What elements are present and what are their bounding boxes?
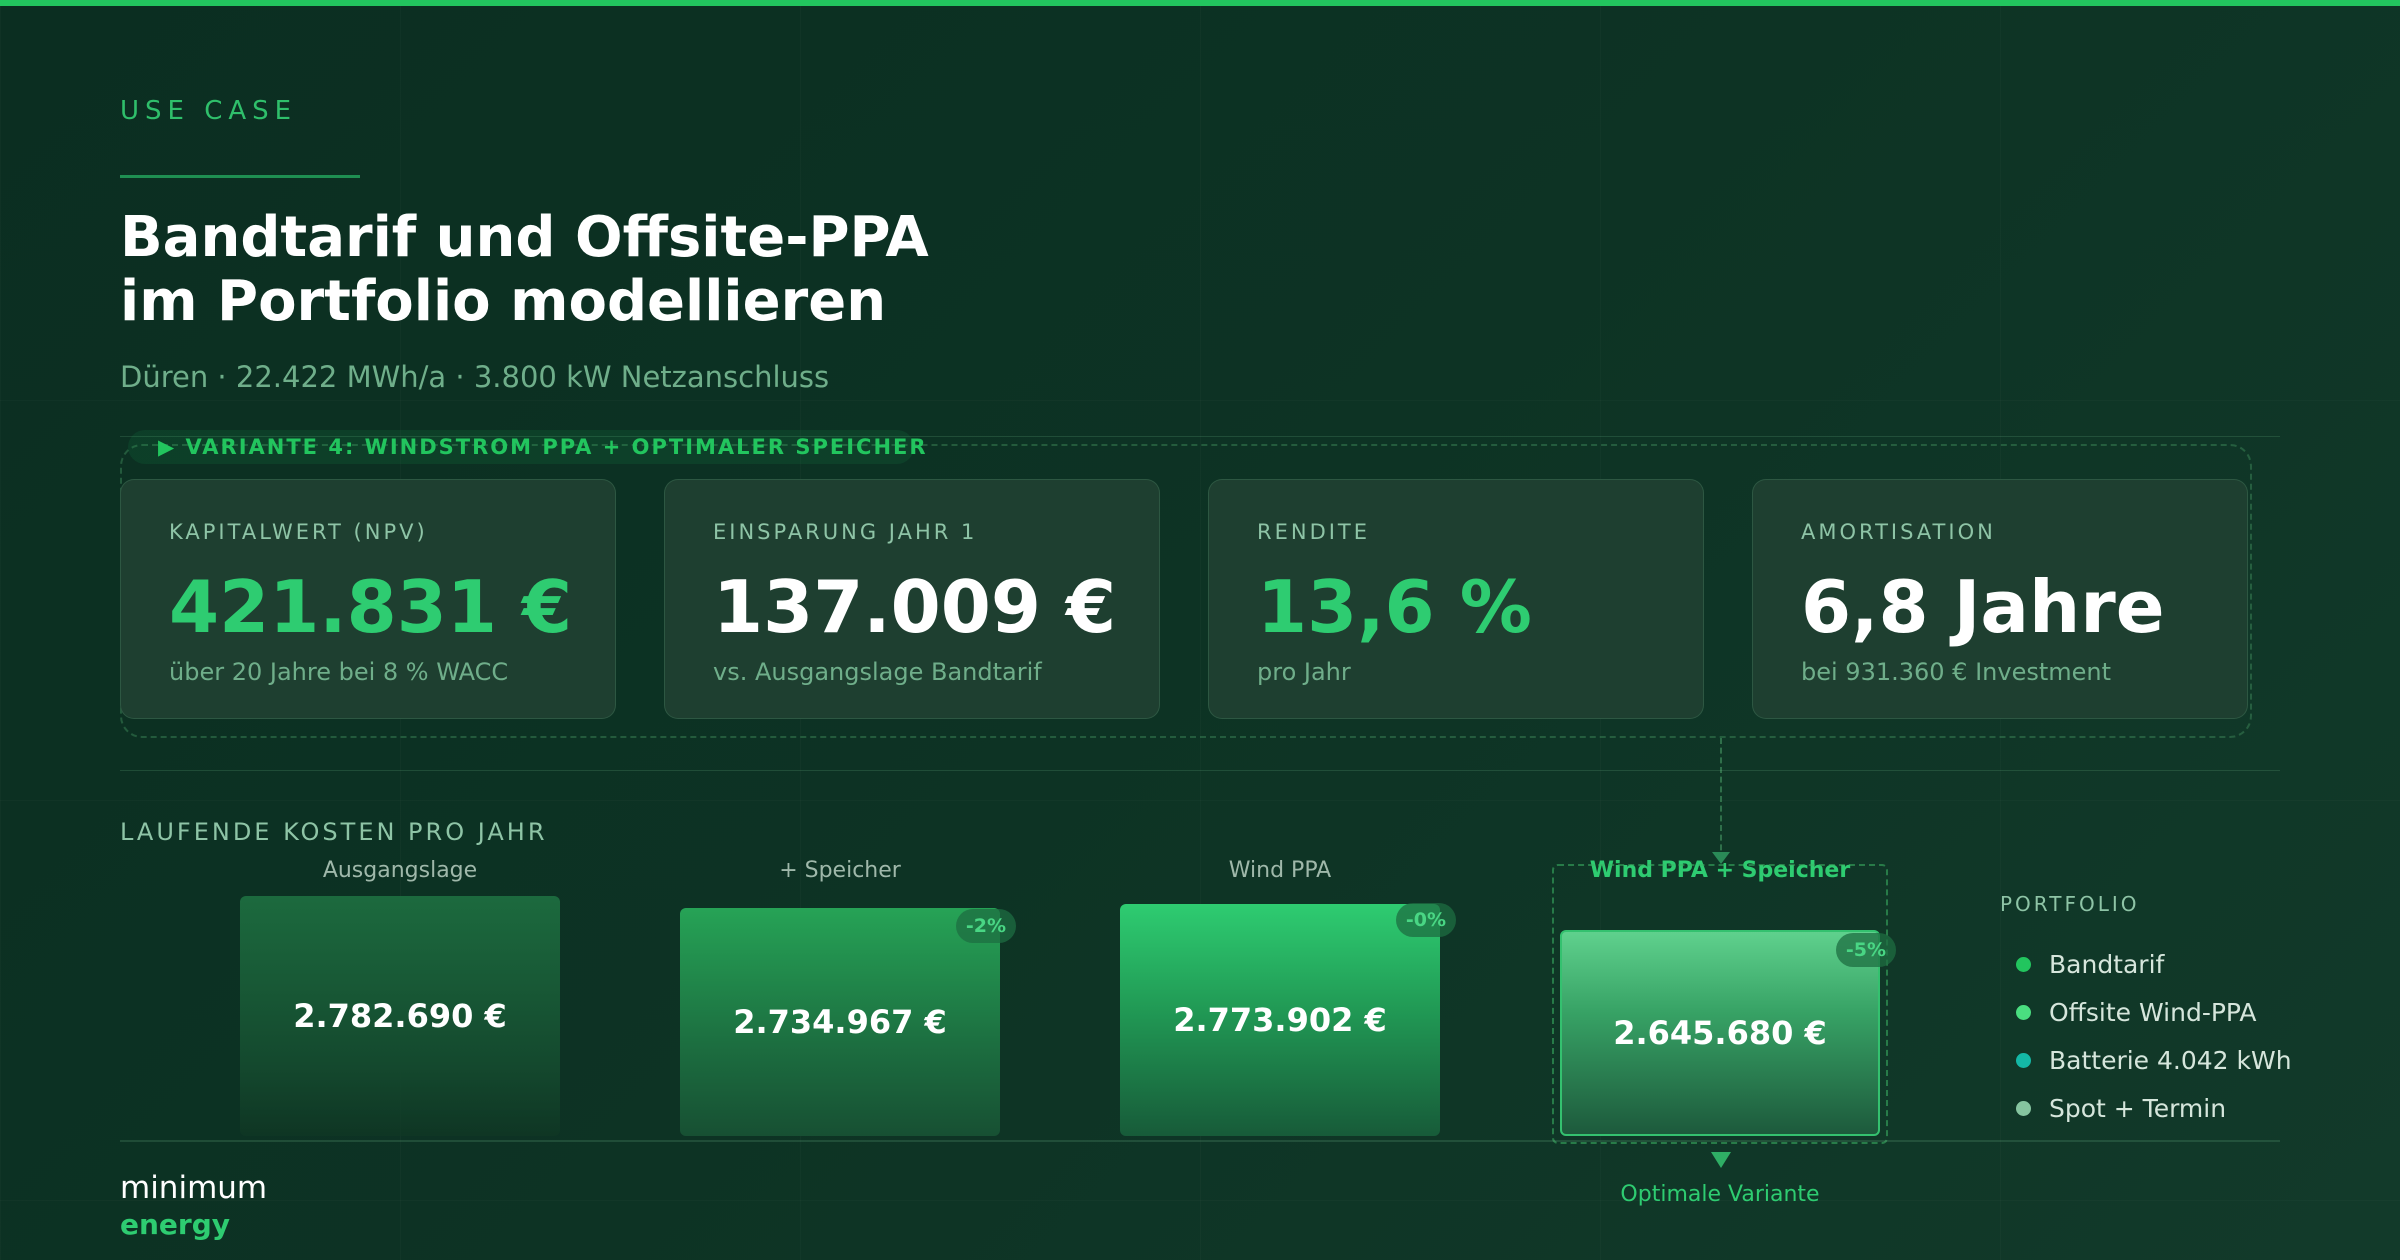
cost-bar-wind-ppa: 2.773.902 € xyxy=(1120,904,1440,1136)
kpi-label: RENDITE xyxy=(1257,520,1371,544)
savings-badge-storage: -2% xyxy=(956,909,1016,943)
kpi-card-savings: EINSPARUNG JAHR 1 137.009 € vs. Ausgangs… xyxy=(664,479,1160,719)
optimal-arrow-icon xyxy=(1711,1152,1731,1168)
legend-item: Spot + Termin xyxy=(2016,1084,2292,1132)
kpi-subtext: pro Jahr xyxy=(1257,658,1351,686)
cost-bar-baseline: 2.782.690 € xyxy=(240,896,560,1136)
kpi-subtext: über 20 Jahre bei 8 % WACC xyxy=(169,658,509,686)
savings-badge-wind-ppa: -0% xyxy=(1396,903,1456,937)
section-divider-top xyxy=(120,436,2280,437)
legend-item-label: Batterie 4.042 kWh xyxy=(2049,1045,2292,1075)
kpi-value: 421.831 € xyxy=(169,565,573,649)
legend-item-label: Spot + Termin xyxy=(2049,1093,2227,1123)
kpi-label: EINSPARUNG JAHR 1 xyxy=(713,520,978,544)
bar-label-wind-ppa: Wind PPA xyxy=(1228,858,1332,883)
variant-connector-line xyxy=(1720,738,1722,860)
page-title: Bandtarif und Offsite-PPA im Portfolio m… xyxy=(120,206,929,334)
kpi-card-payback: AMORTISATION 6,8 Jahre bei 931.360 € Inv… xyxy=(1752,479,2248,719)
legend-item: Batterie 4.042 kWh xyxy=(2016,1036,2292,1084)
kpi-subtext: bei 931.360 € Investment xyxy=(1801,658,2112,686)
bar-value: 2.782.690 € xyxy=(293,997,507,1035)
legend-dot-icon xyxy=(2016,1100,2031,1116)
bar-value: 2.773.902 € xyxy=(1173,1001,1387,1039)
bar-label-baseline: Ausgangslage xyxy=(322,858,478,883)
savings-badge-wind-ppa-storage: -5% xyxy=(1836,933,1896,967)
bar-value: 2.734.967 € xyxy=(733,1003,947,1041)
page-subtitle: Düren · 22.422 MWh/a · 3.800 kW Netzansc… xyxy=(120,360,830,394)
kpi-subtext: vs. Ausgangslage Bandtarif xyxy=(713,658,1042,686)
page-title-line-2: im Portfolio modellieren xyxy=(120,269,887,334)
legend-item: Offsite Wind-PPA xyxy=(2016,988,2292,1036)
kpi-card-npv: KAPITALWERT (NPV) 421.831 € über 20 Jahr… xyxy=(120,479,616,719)
legend-item-label: Bandtarif xyxy=(2049,949,2165,979)
kpi-card-return: RENDITE 13,6 % pro Jahr xyxy=(1208,479,1704,719)
page-title-line-1: Bandtarif und Offsite-PPA xyxy=(120,205,929,270)
portfolio-title: PORTFOLIO xyxy=(2000,892,2140,916)
legend-dot-icon xyxy=(2016,956,2031,972)
kpi-label: KAPITALWERT (NPV) xyxy=(169,520,428,544)
kpi-value: 137.009 € xyxy=(713,565,1117,649)
eyebrow-divider xyxy=(120,175,360,178)
chart-baseline xyxy=(120,1140,2280,1142)
bar-label-wind-ppa-storage: Wind PPA + Speicher xyxy=(1589,858,1851,883)
section-divider-middle xyxy=(120,770,2280,771)
legend-dot-icon xyxy=(2016,1004,2031,1020)
kpi-value: 6,8 Jahre xyxy=(1801,565,2165,649)
brand-logo-line-1: minimum xyxy=(120,1170,268,1206)
bar-label-storage: + Speicher xyxy=(779,858,901,883)
eyebrow-label: USE CASE xyxy=(120,96,298,126)
optimal-variant-label: Optimale Variante xyxy=(1620,1182,1820,1207)
portfolio-legend: Bandtarif Offsite Wind-PPA Batterie 4.04… xyxy=(2016,940,2292,1132)
variant-badge: ▶ VARIANTE 4: WINDSTROM PPA + OPTIMALER … xyxy=(128,430,926,464)
cost-bar-wind-ppa-storage: 2.645.680 € xyxy=(1560,930,1880,1136)
kpi-label: AMORTISATION xyxy=(1801,520,1996,544)
bar-value: 2.645.680 € xyxy=(1613,1014,1827,1052)
cost-bar-storage: 2.734.967 € xyxy=(680,908,1000,1136)
legend-item-label: Offsite Wind-PPA xyxy=(2049,997,2257,1027)
legend-item: Bandtarif xyxy=(2016,940,2292,988)
kpi-value: 13,6 % xyxy=(1257,565,1532,649)
variant-connector-arrow-icon xyxy=(1712,852,1730,864)
optimal-variant-frame xyxy=(1552,864,1888,1144)
legend-dot-icon xyxy=(2016,1052,2031,1068)
brand-logo-line-2: energy xyxy=(120,1208,231,1241)
top-accent-bar xyxy=(0,0,2400,6)
costs-section-title: LAUFENDE KOSTEN PRO JAHR xyxy=(120,818,548,846)
